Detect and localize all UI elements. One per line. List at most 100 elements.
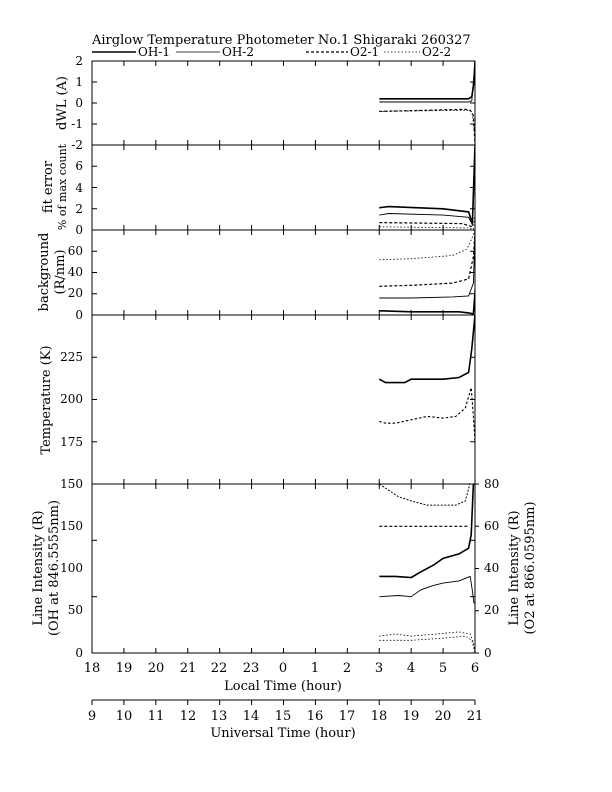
- ytick-int-r-40: 40: [484, 561, 499, 575]
- lt-tick-1: 1: [311, 661, 319, 676]
- panel-temperature-series: [378, 315, 475, 442]
- ylabel-temp: Temperature (K): [39, 345, 54, 454]
- local-time-axis: 18 19 20 21 22 23 0 1 2 3 4 5 6 Local Ti…: [84, 661, 479, 694]
- lt-tick-19: 19: [116, 661, 133, 676]
- lt-tick-3: 3: [375, 661, 383, 676]
- ut-tick-9: 9: [88, 709, 96, 724]
- series-background-o2-2: [379, 230, 475, 261]
- series-line_intensity-oh-1: [379, 484, 475, 579]
- ytick-dwl-0: 0: [75, 96, 83, 110]
- series-fit_error-oh-1: [379, 145, 475, 224]
- legend-label-o21: O2-1: [350, 45, 379, 59]
- ylabel-bg-1: background: [37, 233, 52, 312]
- ytick-temp-225: 225: [60, 350, 83, 364]
- ut-tick-10: 10: [116, 709, 133, 724]
- lt-tick-23: 23: [243, 661, 260, 676]
- ylabel-fit-2: % of max count: [56, 143, 69, 230]
- ut-tick-18: 18: [371, 709, 388, 724]
- ut-tick-17: 17: [339, 709, 356, 724]
- lt-tick-5: 5: [439, 661, 447, 676]
- series-background-oh-1: [379, 281, 475, 315]
- series-fit_error-o2-2: [379, 214, 475, 230]
- ylabel-dwl: dWL (A): [55, 76, 70, 130]
- ut-tick-13: 13: [211, 709, 228, 724]
- ylabel-int-1: Line Intensity (R): [31, 510, 46, 625]
- ytick-bg-0: 0: [75, 308, 83, 322]
- xlabel-universal: Universal Time (hour): [210, 726, 355, 741]
- ytick-int-r-80: 80: [484, 477, 499, 491]
- ylabel-int-2: (OH at 846.5555nm): [47, 500, 62, 636]
- ytick-temp-175: 175: [60, 435, 83, 449]
- ytick-dwl-m1: -1: [71, 117, 83, 131]
- panel-bg-frame: [91, 229, 476, 316]
- lt-tick-18: 18: [84, 661, 101, 676]
- ytick-fit-4: 4: [75, 181, 83, 195]
- series-fit_error-oh-2: [379, 145, 475, 227]
- panel-fit-frame: [91, 144, 476, 231]
- ytick-fit-0: 0: [75, 223, 83, 237]
- ut-tick-19: 19: [403, 709, 420, 724]
- xlabel-local: Local Time (hour): [224, 679, 342, 694]
- ytick-bg-40: 40: [68, 265, 83, 279]
- ytick-int-0: 0: [75, 646, 83, 660]
- lt-tick-21: 21: [180, 661, 197, 676]
- series-dwl-oh-1: [379, 61, 475, 100]
- ytick-labels-right: 80 60 40 20 0: [484, 477, 499, 660]
- ytick-temp-150: 150: [60, 477, 83, 491]
- series-dwl-o2-2: [379, 109, 475, 135]
- series-temperature-oh: [378, 315, 475, 384]
- ut-tick-21: 21: [467, 709, 484, 724]
- ytick-int-150: 150: [60, 519, 83, 533]
- legend-label-oh1: OH-1: [138, 45, 170, 59]
- panel-dwl-frame: [91, 60, 476, 146]
- data-series: [378, 61, 475, 653]
- series-line_intensity-oh-2: [379, 575, 475, 604]
- ytick-int-r-60: 60: [484, 519, 499, 533]
- series-line_intensity-o2-r-: [379, 484, 471, 506]
- lt-tick-20: 20: [148, 661, 165, 676]
- ylabel-int-right-2: (O2 at 866.0595nm): [523, 501, 538, 634]
- panel-dwl-series: [379, 61, 475, 145]
- panel-fit_error-series: [379, 145, 475, 230]
- ut-tick-15: 15: [275, 709, 292, 724]
- ytick-dwl-m2: -2: [71, 138, 83, 152]
- series-background-oh-2: [379, 230, 475, 299]
- yaxis-titles: dWL (A) fit error % of max count backgro…: [31, 76, 538, 636]
- lt-tick-0: 0: [279, 661, 287, 676]
- series-fit_error-o2-1: [379, 150, 475, 228]
- series-dwl-oh-2: [379, 61, 475, 103]
- lt-tick-6: 6: [471, 661, 479, 676]
- ut-tick-20: 20: [435, 709, 452, 724]
- ytick-fit-6: 6: [75, 159, 83, 173]
- panel-int-frame: [91, 483, 476, 654]
- ytick-bg-20: 20: [68, 286, 83, 300]
- ut-tick-14: 14: [243, 709, 260, 724]
- panel-background-series: [379, 230, 475, 315]
- lt-tick-4: 4: [407, 661, 415, 676]
- chart-title: Airglow Temperature Photometer No.1 Shig…: [91, 33, 471, 48]
- ytick-int-r-20: 20: [484, 603, 499, 617]
- ytick-fit-2: 2: [75, 202, 83, 216]
- ylabel-bg-2: (R/nm): [53, 249, 68, 294]
- ytick-labels: 2 1 0 -1 -2 6 4 2 0 60 40 20 0 225 200 1…: [60, 54, 83, 660]
- series-line_intensity-o2-2: [379, 631, 475, 653]
- ylabel-fit-1: fit error: [41, 160, 56, 213]
- ytick-bg-60: 60: [68, 244, 83, 258]
- lt-tick-2: 2: [343, 661, 351, 676]
- series-dwl-o2-1: [379, 108, 475, 145]
- ytick-temp-200: 200: [60, 392, 83, 406]
- ytick-dwl-2: 2: [75, 54, 83, 68]
- ytick-int-100: 100: [60, 561, 83, 575]
- ylabel-int-right-1: Line Intensity (R): [507, 510, 522, 625]
- series-background-o2-1: [379, 230, 475, 287]
- legend-label-oh2: OH-2: [222, 45, 254, 59]
- axis-ticks: [91, 60, 479, 705]
- ut-tick-11: 11: [148, 709, 165, 724]
- ut-axis: 9 10 11 12 13 14 15 16 17 18 19 20 21 Un…: [88, 709, 483, 741]
- ut-tick-16: 16: [307, 709, 324, 724]
- panel-temp-frame: [91, 314, 476, 485]
- legend-label-o22: O2-2: [422, 45, 451, 59]
- ut-tick-12: 12: [180, 709, 197, 724]
- legend: OH-1 OH-2 O2-1 O2-2: [92, 45, 451, 59]
